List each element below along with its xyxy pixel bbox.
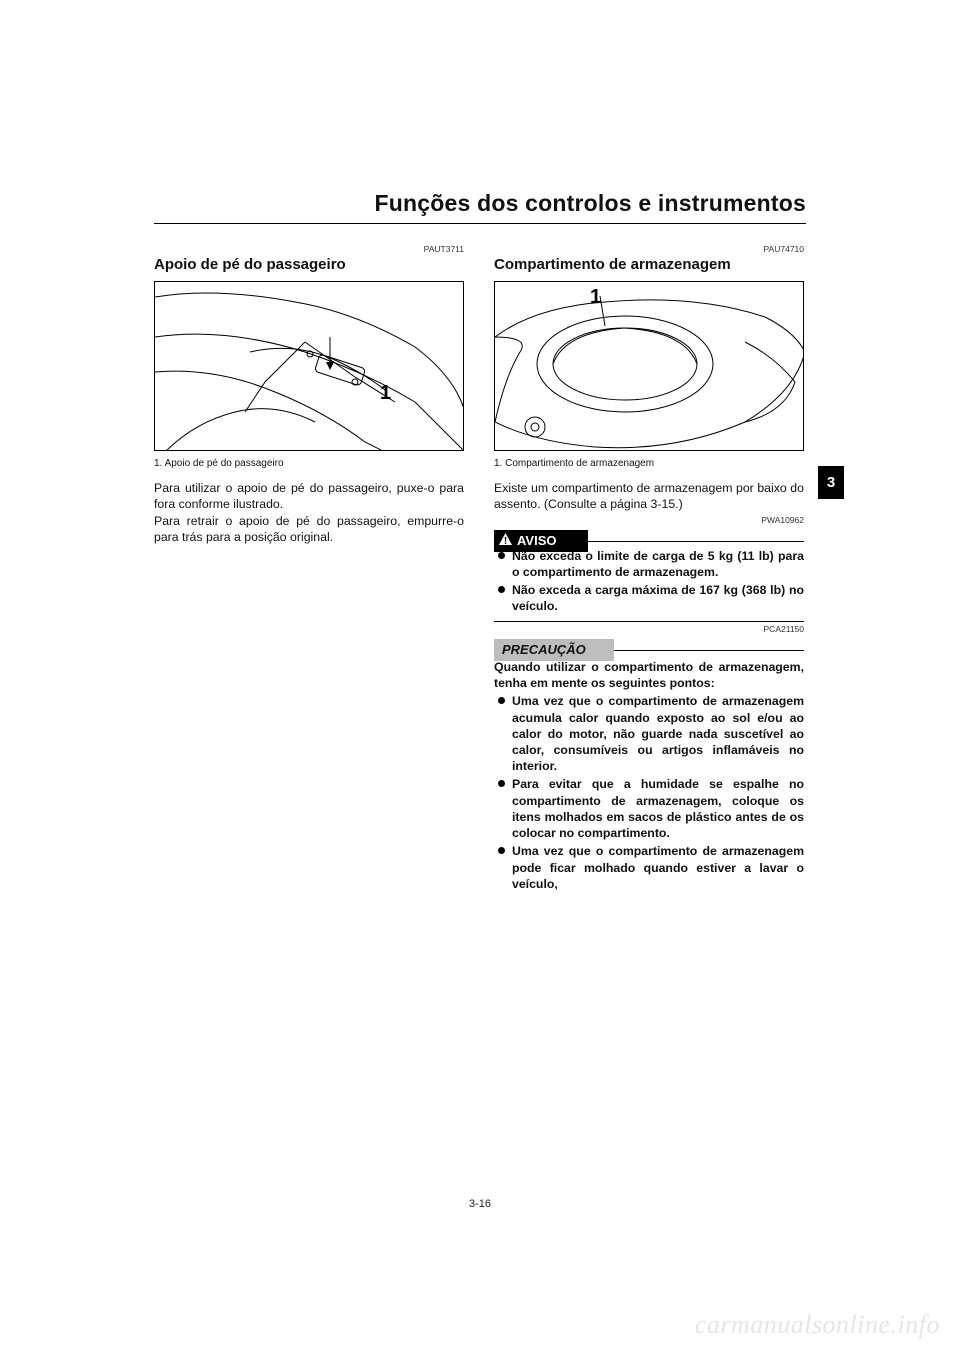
figure-callout-1: 1 [590,284,601,310]
left-column: PAUT3711 Apoio de pé do passageiro [154,244,464,898]
figure-caption: 1. Compartimento de armazenagem [494,457,804,470]
warning-list: Não exceda o limite de carga de 5 kg (11… [494,548,804,615]
figure-callout-1: 1 [380,380,391,406]
section-title: Compartimento de armazenagem [494,256,804,275]
figure-footrest: 1 [154,281,464,451]
caution-label: PRECAUÇÃO [494,639,614,661]
caution-intro: Quando utilizar o compartimento de armaz… [494,659,804,691]
caution-list: Uma vez que o compartimento de armazenag… [494,693,804,892]
figure-caption: 1. Apoio de pé do passageiro [154,457,464,470]
storage-illustration [495,282,804,451]
right-column: PAU74710 Compartimento de armazenagem [494,244,804,898]
caution-label-text: PRECAUÇÃO [502,641,586,658]
list-item: Não exceda a carga máxima de 167 kg (368… [494,582,804,614]
divider [588,541,804,542]
figure-storage: 1 [494,281,804,451]
body-text: Para utilizar o apoio de pé do passageir… [154,480,464,512]
two-column-layout: PAUT3711 Apoio de pé do passageiro [154,244,806,898]
list-item: Não exceda o limite de carga de 5 kg (11… [494,548,804,580]
divider [614,650,804,651]
body-text: Para retrair o apoio de pé do passageiro… [154,513,464,545]
chapter-tab: 3 [818,466,844,499]
ref-code: PWA10962 [494,515,804,526]
body-text: Existe um compartimento de armazenagem p… [494,480,804,512]
section-title: Apoio de pé do passageiro [154,256,464,275]
svg-text:!: ! [504,536,507,546]
ref-code: PAUT3711 [154,244,464,255]
chapter-title: Funções dos controlos e instrumentos [154,190,806,224]
ref-code: PAU74710 [494,244,804,255]
ref-code: PCA21150 [494,624,804,635]
page-number: 3-16 [0,1198,960,1210]
divider [494,621,804,622]
list-item: Uma vez que o compartimento de armazenag… [494,843,804,892]
warning-label-text: AVISO [517,532,557,549]
list-item: Para evitar que a humidade se espalhe no… [494,776,804,841]
page-content: Funções dos controlos e instrumentos PAU… [154,190,806,898]
watermark: carmanualsonline.info [695,1310,940,1340]
footrest-illustration [155,282,464,451]
list-item: Uma vez que o compartimento de armazenag… [494,693,804,774]
